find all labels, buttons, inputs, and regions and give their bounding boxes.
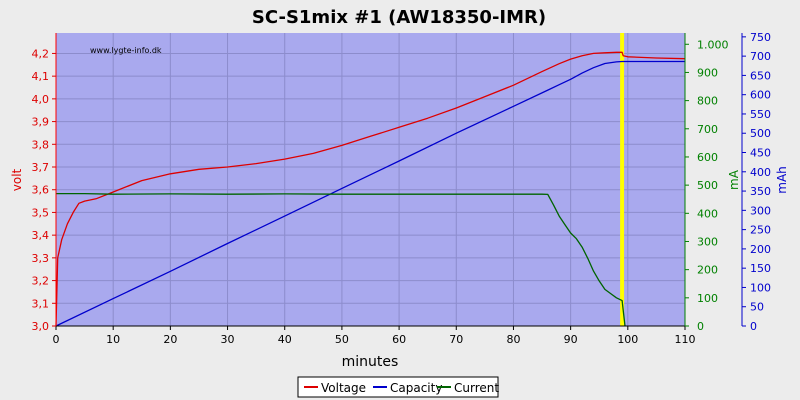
mah-tick-label-8: 400 xyxy=(750,166,771,179)
ma-tick-label-10: 1.000 xyxy=(697,38,729,51)
legend-voltage-label: Voltage xyxy=(321,381,366,395)
volt-tick-label-2: 3,2 xyxy=(32,275,50,288)
ma-tick-label-5: 500 xyxy=(697,179,718,192)
chart-title: SC-S1mix #1 (AW18350-IMR) xyxy=(252,7,546,28)
volt-axis-ticks: 3,0 3,1 3,2 3,3 3,4 3,5 3,6 3,7 3,8 3,9 4,0 4,1 4,2 xyxy=(32,47,56,333)
x-axis-label: minutes xyxy=(342,354,399,370)
volt-axis-label: volt xyxy=(10,168,24,191)
volt-tick-label-8: 3,8 xyxy=(32,138,50,151)
mah-tick-label-11: 550 xyxy=(750,108,771,121)
volt-tick-label-3: 3,3 xyxy=(32,252,50,265)
volt-tick-label-1: 3,1 xyxy=(32,297,50,310)
legend-box xyxy=(297,376,499,398)
plot-area xyxy=(56,33,685,326)
legend: Voltage Capacity Current xyxy=(297,376,499,398)
mah-tick-label-12: 600 xyxy=(750,89,771,102)
ma-tick-label-6: 600 xyxy=(697,151,718,164)
ma-tick-label-1: 100 xyxy=(697,292,718,305)
mah-tick-label-0: 0 xyxy=(750,320,757,333)
series-current-line xyxy=(56,192,626,327)
mah-tick-label-15: 750 xyxy=(750,31,771,44)
mah-tick-label-5: 250 xyxy=(750,224,771,237)
ma-tick-label-7: 700 xyxy=(697,123,718,136)
volt-tick-label-5: 3,5 xyxy=(32,206,50,219)
x-tick-label-11: 110 xyxy=(675,333,696,346)
ma-tick-label-8: 800 xyxy=(697,95,718,108)
x-tick-label-8: 80 xyxy=(506,333,520,346)
watermark: www.lygte-info.dk xyxy=(90,46,162,55)
x-tick-label-7: 70 xyxy=(449,333,463,346)
volt-tick-label-7: 3,7 xyxy=(32,161,50,174)
volt-tick-label-12: 4,2 xyxy=(32,47,50,60)
mah-tick-label-7: 350 xyxy=(750,185,771,198)
volt-tick-label-4: 3,4 xyxy=(32,229,50,242)
legend-capacity-label: Capacity xyxy=(390,381,442,395)
x-tick-label-9: 90 xyxy=(564,333,578,346)
x-tick-label-3: 30 xyxy=(221,333,235,346)
volt-tick-label-11: 4,1 xyxy=(32,70,50,83)
volt-tick-label-9: 3,9 xyxy=(32,116,50,129)
x-tick-label-2: 20 xyxy=(163,333,177,346)
mah-tick-label-3: 150 xyxy=(750,262,771,275)
ma-tick-label-3: 300 xyxy=(697,235,718,248)
mah-tick-label-13: 650 xyxy=(750,69,771,82)
volt-tick-label-6: 3,6 xyxy=(32,184,50,197)
x-tick-label-6: 60 xyxy=(392,333,406,346)
mah-tick-label-2: 100 xyxy=(750,281,771,294)
ma-tick-label-4: 400 xyxy=(697,207,718,220)
mah-tick-label-4: 200 xyxy=(750,243,771,256)
ma-axis-label: mA xyxy=(727,169,741,190)
volt-tick-label-10: 4,0 xyxy=(32,93,50,106)
mah-axis-ticks: 0 50 100 150 200 250 300 350 400 450 500 550 600 650 7… xyxy=(742,31,771,333)
x-tick-label-0: 0 xyxy=(53,333,60,346)
x-axis-ticks: 0 10 20 30 40 50 60 70 80 90 100 110 xyxy=(53,326,696,346)
x-tick-label-10: 100 xyxy=(617,333,638,346)
series-layer xyxy=(55,33,686,327)
ma-tick-label-0: 0 xyxy=(697,320,704,333)
series-capacity-line xyxy=(55,60,685,327)
legend-current-label: Current xyxy=(454,381,499,395)
mah-tick-label-10: 500 xyxy=(750,127,771,140)
x-tick-label-1: 10 xyxy=(106,333,120,346)
x-tick-label-5: 50 xyxy=(335,333,349,346)
ma-axis-ticks: 0 100 200 300 400 500 600 700 800 900 1.000 xyxy=(685,38,729,333)
ma-tick-label-2: 200 xyxy=(697,264,718,277)
mah-tick-label-1: 50 xyxy=(750,301,764,314)
mah-tick-label-9: 450 xyxy=(750,147,771,160)
mah-tick-label-6: 300 xyxy=(750,204,771,217)
ma-tick-label-9: 900 xyxy=(697,66,718,79)
series-voltage-line xyxy=(55,51,686,327)
mah-tick-label-14: 700 xyxy=(750,50,771,63)
mah-axis-label: mAh xyxy=(775,166,789,194)
x-tick-label-4: 40 xyxy=(278,333,292,346)
volt-tick-label-0: 3,0 xyxy=(32,320,50,333)
